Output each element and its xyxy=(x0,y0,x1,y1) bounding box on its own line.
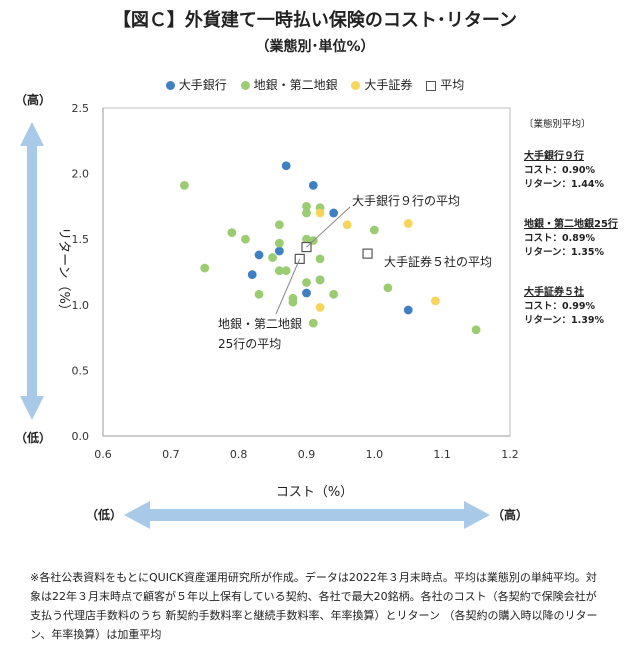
y-tick-label: 0.5 xyxy=(72,364,90,377)
point-major-banks xyxy=(274,246,284,256)
legend-label-regional-banks: 地銀・第二地銀 xyxy=(253,78,338,92)
point-major-banks xyxy=(247,270,257,280)
sidebar-group-name: 地銀・第二地銀25行 xyxy=(524,219,618,230)
legend-swatch-regional-banks xyxy=(240,81,250,90)
point-average xyxy=(362,248,373,259)
legend: 大手銀行 地銀・第二地銀 大手証券 平均 xyxy=(0,76,630,93)
sidebar-group-name: 大手証券５社 xyxy=(524,287,584,298)
point-regional-banks xyxy=(302,208,311,218)
sidebar-group-cost: コスト：0.99% xyxy=(524,301,595,312)
point-major-banks xyxy=(281,161,291,171)
point-major-securities xyxy=(430,296,440,306)
sidebar-group-return: リターン：1.39% xyxy=(524,315,604,326)
point-regional-banks xyxy=(227,228,237,238)
plot-frame xyxy=(102,107,511,437)
legend-label-major-banks: 大手銀行 xyxy=(178,78,227,92)
point-major-securities xyxy=(342,220,352,230)
legend-label-major-securities: 大手証券 xyxy=(364,78,413,92)
point-regional-banks xyxy=(268,253,277,262)
x-high-label: （高） xyxy=(492,507,528,522)
point-major-securities xyxy=(315,208,325,218)
x-tick-label: 1.0 xyxy=(366,448,384,461)
point-regional-banks xyxy=(200,263,210,273)
point-regional-banks xyxy=(308,318,318,328)
point-major-securities xyxy=(315,303,325,312)
sidebar-group-cost: コスト：0.90% xyxy=(524,165,595,176)
point-regional-banks xyxy=(471,325,481,335)
point-major-securities xyxy=(403,219,413,228)
sidebar-group-name: 大手銀行９行 xyxy=(524,151,584,162)
y-direction-arrow xyxy=(20,122,44,420)
point-regional-banks xyxy=(274,220,284,230)
point-regional-banks xyxy=(369,225,379,235)
direction-arrows: （高） （低） （低） （高） xyxy=(15,92,528,529)
x-tick-label: 0.6 xyxy=(94,448,112,461)
legend-label-average: 平均 xyxy=(440,78,465,92)
point-major-banks xyxy=(254,250,264,260)
point-regional-banks xyxy=(274,266,284,276)
y-tick-label: 2.5 xyxy=(72,102,90,115)
y-high-label: （高） xyxy=(15,92,51,107)
axes: 0.6 0.7 0.8 0.9 1.0 1.1 1.2 0.0 0.5 1.0 1.5 2.0 2.5 コ… xyxy=(56,102,519,500)
x-tick-label: 0.9 xyxy=(298,448,316,461)
x-tick-label: 1.1 xyxy=(433,448,451,461)
point-regional-banks xyxy=(274,238,284,248)
legend-swatch-major-banks xyxy=(165,81,175,90)
point-regional-banks xyxy=(315,275,325,285)
point-regional-banks xyxy=(383,283,393,293)
legend-item-regional-banks: 地銀・第二地銀 xyxy=(240,76,338,93)
data-points xyxy=(180,161,481,335)
y-low-label: （低） xyxy=(15,430,51,445)
x-tick-label: 0.7 xyxy=(162,448,180,461)
annotation-leader-major-banks xyxy=(306,206,351,248)
point-major-banks xyxy=(302,288,311,298)
chart-title: 【図Ｃ】外貨建て一時払い保険のコスト･リターン xyxy=(112,10,518,31)
point-regional-banks xyxy=(254,289,264,299)
sidebar-group-return: リターン：1.35% xyxy=(524,247,604,258)
annotation-regional-avg-line1: 地銀・第二地銀 xyxy=(218,317,302,331)
x-low-label: （低） xyxy=(86,507,122,522)
sidebar-group-return: リターン：1.44% xyxy=(524,179,604,190)
point-regional-banks xyxy=(302,278,311,287)
chart-subtitle: （業態別･単位%） xyxy=(255,39,375,55)
point-regional-banks xyxy=(329,289,339,299)
annotation-major-banks-avg: 大手銀行９行の平均 xyxy=(352,194,460,208)
legend-swatch-average xyxy=(426,80,437,91)
sidebar-group-regional-banks: 地銀・第二地銀25行 コスト：0.89% リターン：1.35% xyxy=(524,218,618,260)
point-regional-banks xyxy=(315,254,325,264)
point-major-banks xyxy=(308,181,318,190)
point-major-banks xyxy=(329,208,339,218)
y-tick-label: 2.0 xyxy=(72,168,90,181)
point-regional-banks xyxy=(288,297,298,307)
y-tick-label: 0.0 xyxy=(72,430,90,443)
sidebar-group-major-securities: 大手証券５社 コスト：0.99% リターン：1.39% xyxy=(524,286,604,328)
y-tick-label: 1.0 xyxy=(72,299,90,312)
x-axis-title: コスト（%） xyxy=(276,485,353,500)
x-tick-label: 1.2 xyxy=(501,448,519,461)
sidebar-heading: 〔業態別平均〕 xyxy=(524,119,591,130)
point-regional-banks xyxy=(180,181,189,190)
sidebar-group-major-banks: 大手銀行９行 コスト：0.90% リターン：1.44% xyxy=(524,150,604,192)
sidebar-group-cost: コスト：0.89% xyxy=(524,233,595,244)
footnote: ※各社公表資料をもとにQUICK資産運用研究所が作成。データは2022年３月末時… xyxy=(30,571,598,641)
point-regional-banks xyxy=(241,234,250,244)
point-regional-banks xyxy=(302,234,311,244)
legend-item-major-securities: 大手証券 xyxy=(351,76,412,93)
legend-item-average: 平均 xyxy=(426,76,464,93)
x-tick-label: 0.8 xyxy=(230,448,248,461)
legend-item-major-banks: 大手銀行 xyxy=(165,76,227,93)
x-direction-arrow xyxy=(124,501,490,529)
annotation-leader-regional xyxy=(275,258,301,315)
annotation-securities-avg: 大手証券５社の平均 xyxy=(384,254,492,269)
annotation-regional-avg-line2: 25行の平均 xyxy=(218,337,281,351)
y-axis-title: リターン（%） xyxy=(56,227,71,317)
point-regional-banks xyxy=(281,266,291,276)
point-regional-banks xyxy=(302,202,311,211)
legend-swatch-major-securities xyxy=(351,81,361,90)
point-major-banks xyxy=(403,305,413,315)
y-tick-label: 1.5 xyxy=(72,233,90,246)
